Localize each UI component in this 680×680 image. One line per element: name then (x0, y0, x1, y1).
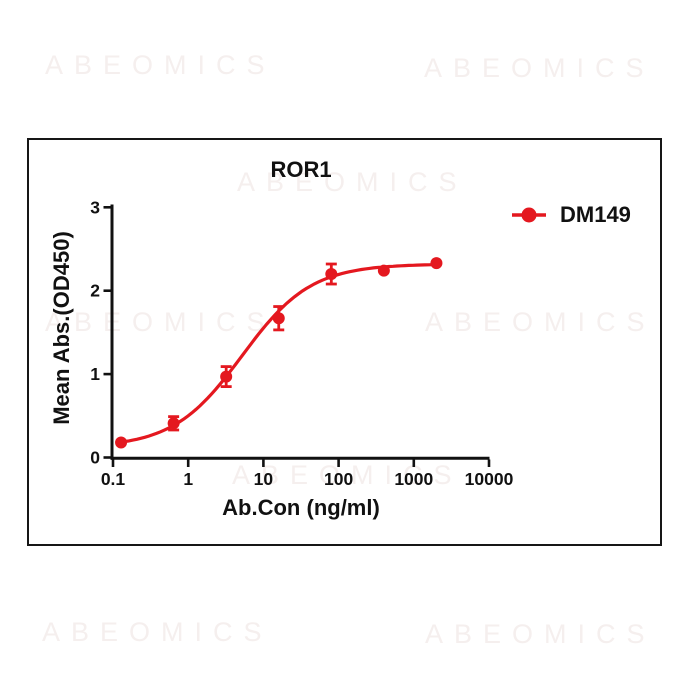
chart-title: ROR1 (270, 157, 332, 182)
data-point (167, 417, 180, 430)
x-tick-label: 0.1 (101, 469, 126, 489)
y-tick-label: 2 (90, 281, 100, 301)
data-point (272, 312, 285, 325)
y-axis-label: Mean Abs.(OD450) (49, 231, 74, 425)
watermark-text: ABEOMICS (42, 617, 273, 647)
x-axis-label: Ab.Con (ng/ml) (222, 495, 380, 520)
x-tick-label: 10 (254, 469, 274, 489)
x-tick-label: 100 (324, 469, 353, 489)
legend: DM149 (509, 202, 631, 228)
chart-border-box (27, 138, 662, 546)
data-point (115, 436, 128, 449)
legend-marker-icon (512, 207, 546, 223)
legend-series-label: DM149 (560, 202, 631, 227)
x-tick-label: 10000 (465, 469, 514, 489)
data-point (220, 370, 233, 383)
watermark-text: ABEOMICS (425, 619, 656, 649)
x-tick-label: 1 (183, 469, 193, 489)
watermark-text: ABEOMICS (45, 50, 276, 80)
y-tick-label: 3 (90, 197, 100, 217)
data-point (430, 257, 443, 270)
y-tick-label: 1 (90, 364, 100, 384)
watermark-text: ABEOMICS (424, 53, 655, 83)
watermark-text: ABEOMICS (237, 167, 468, 197)
x-tick-label: 1000 (394, 469, 433, 489)
watermark-text: ABEOMICS (45, 307, 276, 337)
data-point (377, 264, 390, 277)
watermark-text: ABEOMICS (425, 307, 656, 337)
y-tick-label: 0 (90, 448, 100, 468)
data-point (325, 268, 338, 281)
